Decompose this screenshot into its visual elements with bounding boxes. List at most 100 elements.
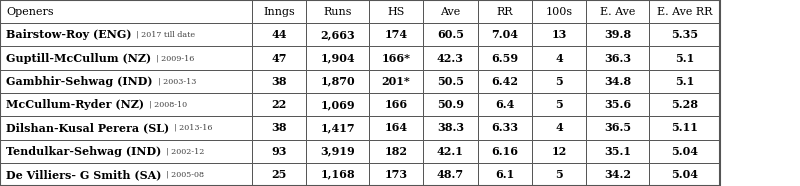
Bar bbox=[306, 23, 369, 46]
Bar bbox=[252, 163, 306, 186]
Text: Gambhir-Sehwag (IND): Gambhir-Sehwag (IND) bbox=[6, 76, 153, 87]
Bar bbox=[423, 116, 478, 140]
Text: 1,069: 1,069 bbox=[320, 99, 355, 110]
Bar bbox=[306, 93, 369, 116]
Bar bbox=[306, 46, 369, 70]
Bar bbox=[478, 140, 532, 163]
Bar bbox=[0, 140, 252, 163]
Text: 5.1: 5.1 bbox=[674, 76, 694, 87]
Bar bbox=[306, 70, 369, 93]
Bar bbox=[649, 23, 720, 46]
Text: 5: 5 bbox=[555, 169, 563, 180]
Text: 4: 4 bbox=[555, 53, 563, 64]
Bar bbox=[478, 116, 532, 140]
Bar bbox=[586, 0, 649, 23]
Bar bbox=[0, 46, 252, 70]
Text: 34.8: 34.8 bbox=[604, 76, 631, 87]
Bar bbox=[649, 163, 720, 186]
Text: 166: 166 bbox=[385, 99, 407, 110]
Bar bbox=[369, 163, 423, 186]
Text: 42.3: 42.3 bbox=[437, 53, 464, 64]
Text: 50.5: 50.5 bbox=[437, 76, 464, 87]
Text: RR: RR bbox=[497, 7, 513, 17]
Text: 1,417: 1,417 bbox=[320, 122, 355, 133]
Text: 38: 38 bbox=[271, 122, 287, 133]
Text: De Villiers- G Smith (SA): De Villiers- G Smith (SA) bbox=[6, 169, 162, 180]
Text: Bairstow-Roy (ENG): Bairstow-Roy (ENG) bbox=[6, 29, 131, 40]
Text: 42.1: 42.1 bbox=[437, 146, 464, 157]
Bar bbox=[423, 93, 478, 116]
Text: 5.11: 5.11 bbox=[671, 122, 698, 133]
Text: 6.4: 6.4 bbox=[495, 99, 514, 110]
Text: | 2005-08: | 2005-08 bbox=[166, 170, 204, 178]
Text: 6.1: 6.1 bbox=[495, 169, 514, 180]
Bar bbox=[532, 0, 586, 23]
Bar bbox=[0, 0, 252, 23]
Bar bbox=[423, 140, 478, 163]
Bar bbox=[586, 93, 649, 116]
Text: 174: 174 bbox=[385, 29, 407, 40]
Text: 93: 93 bbox=[271, 146, 287, 157]
Text: 13: 13 bbox=[551, 29, 567, 40]
Bar bbox=[649, 46, 720, 70]
Bar bbox=[306, 163, 369, 186]
Text: 1,168: 1,168 bbox=[320, 169, 355, 180]
Text: 60.5: 60.5 bbox=[437, 29, 464, 40]
Text: | 2003-13: | 2003-13 bbox=[158, 77, 196, 85]
Bar bbox=[478, 0, 532, 23]
Bar bbox=[369, 46, 423, 70]
Bar bbox=[532, 93, 586, 116]
Bar bbox=[423, 23, 478, 46]
Bar bbox=[423, 46, 478, 70]
Bar bbox=[369, 0, 423, 23]
Text: Runs: Runs bbox=[323, 7, 352, 17]
Text: 25: 25 bbox=[271, 169, 287, 180]
Bar bbox=[478, 93, 532, 116]
Text: 164: 164 bbox=[385, 122, 407, 133]
Text: | 2017 till date: | 2017 till date bbox=[137, 31, 196, 39]
Text: 39.8: 39.8 bbox=[604, 29, 631, 40]
Text: 22: 22 bbox=[271, 99, 287, 110]
Bar bbox=[532, 23, 586, 46]
Bar bbox=[532, 46, 586, 70]
Bar bbox=[478, 70, 532, 93]
Text: 44: 44 bbox=[271, 29, 287, 40]
Bar bbox=[649, 0, 720, 23]
Bar bbox=[306, 116, 369, 140]
Text: E. Ave RR: E. Ave RR bbox=[657, 7, 712, 17]
Bar bbox=[252, 0, 306, 23]
Text: 5.04: 5.04 bbox=[671, 169, 698, 180]
Text: E. Ave: E. Ave bbox=[600, 7, 635, 17]
Bar bbox=[0, 116, 252, 140]
Bar bbox=[0, 93, 252, 116]
Text: 201*: 201* bbox=[382, 76, 410, 87]
Text: 34.2: 34.2 bbox=[604, 169, 631, 180]
Bar bbox=[252, 23, 306, 46]
Text: 6.33: 6.33 bbox=[491, 122, 518, 133]
Bar bbox=[649, 140, 720, 163]
Bar bbox=[252, 46, 306, 70]
Text: 5.35: 5.35 bbox=[671, 29, 698, 40]
Bar bbox=[369, 93, 423, 116]
Bar bbox=[369, 140, 423, 163]
Bar bbox=[586, 46, 649, 70]
Text: 5.1: 5.1 bbox=[674, 53, 694, 64]
Text: HS: HS bbox=[387, 7, 405, 17]
Text: 35.6: 35.6 bbox=[604, 99, 631, 110]
Text: | 2013-16: | 2013-16 bbox=[174, 124, 213, 132]
Bar bbox=[586, 140, 649, 163]
Text: 36.3: 36.3 bbox=[604, 53, 631, 64]
Text: 6.59: 6.59 bbox=[491, 53, 518, 64]
Bar bbox=[306, 0, 369, 23]
Bar bbox=[0, 70, 252, 93]
Bar bbox=[649, 93, 720, 116]
Bar bbox=[649, 70, 720, 93]
Bar bbox=[0, 23, 252, 46]
Text: 4: 4 bbox=[555, 122, 563, 133]
Bar bbox=[532, 140, 586, 163]
Text: 38: 38 bbox=[271, 76, 287, 87]
Bar bbox=[252, 140, 306, 163]
Text: Openers: Openers bbox=[6, 7, 54, 17]
Bar bbox=[586, 70, 649, 93]
Text: 3,919: 3,919 bbox=[320, 146, 355, 157]
